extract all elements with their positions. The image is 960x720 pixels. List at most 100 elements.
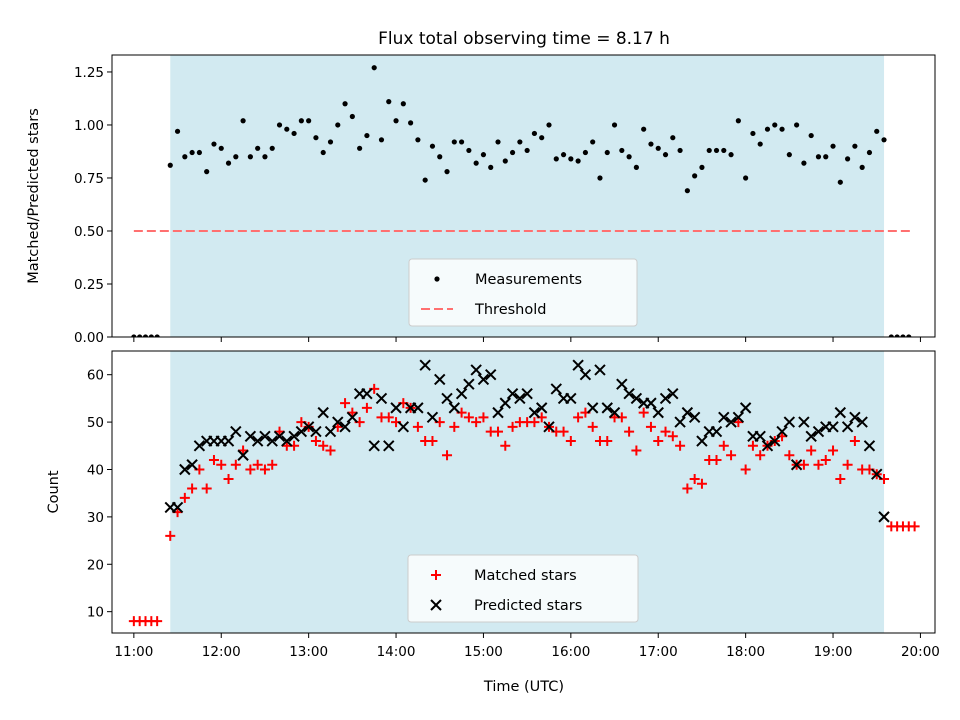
- measurements-point: [735, 118, 741, 124]
- predicted-stars-point: [536, 402, 548, 414]
- matched-stars-point: [201, 483, 212, 494]
- legend-measurements-label: Measurements: [475, 272, 582, 288]
- matched-stars-point: [667, 431, 678, 442]
- legend-box: [408, 258, 638, 327]
- matched-stars-point: [165, 530, 176, 541]
- predicted-stars-point: [798, 416, 810, 428]
- y-tick-label: 10: [87, 605, 104, 621]
- predicted-stars-point: [186, 459, 198, 471]
- measurements-point: [808, 132, 814, 139]
- measurements-point: [517, 139, 523, 145]
- measurements-point: [531, 130, 538, 137]
- measurements-point: [502, 158, 508, 164]
- measurements-point: [262, 154, 268, 160]
- predicted-stars-point: [863, 440, 876, 452]
- legend-predicted-stars-label: Predicted stars: [474, 598, 582, 614]
- predicted-stars-point: [769, 435, 781, 447]
- matched-stars-point: [909, 521, 920, 532]
- measurements-point: [313, 135, 319, 141]
- matched-stars-point: [638, 407, 649, 418]
- predicted-stars-point: [171, 501, 184, 514]
- measurements-point: [874, 128, 880, 134]
- predicted-stars-point: [295, 425, 308, 438]
- predicted-stars-point: [259, 430, 271, 443]
- measurements-point: [626, 154, 632, 160]
- matched-stars-point: [806, 445, 817, 456]
- predicted-stars-point: [521, 387, 533, 400]
- legend-measurements-swatch: [434, 276, 440, 282]
- measurements-point: [662, 152, 669, 158]
- predicted-stars-point: [732, 411, 745, 424]
- x-tick-label: 20:00: [901, 644, 940, 660]
- predicted-stars-point: [463, 378, 475, 390]
- matched-stars-point: [223, 473, 234, 484]
- predicted-stars-point: [645, 397, 657, 409]
- matched-stars-point: [340, 398, 351, 409]
- predicted-stars-point: [288, 430, 300, 443]
- matched-stars-point: [631, 445, 642, 456]
- predicted-stars-point: [572, 359, 584, 371]
- matched-stars-point: [689, 473, 700, 484]
- predicted-stars-point: [434, 373, 446, 386]
- predicted-stars-point: [674, 416, 686, 428]
- measurements-point: [560, 152, 567, 158]
- measurements-point: [167, 162, 173, 168]
- measurements-point: [575, 158, 581, 164]
- matched-stars-point: [675, 440, 686, 451]
- matched-stars-point: [813, 459, 824, 470]
- measurements-point: [240, 118, 246, 124]
- matched-stars-point: [849, 436, 860, 447]
- legend-box: [407, 554, 639, 623]
- predicted-stars-point: [499, 397, 511, 409]
- matched-stars-point: [318, 440, 329, 451]
- y-tick-label: 60: [87, 368, 104, 384]
- matched-stars-point: [624, 426, 635, 437]
- predicted-stars-point: [667, 387, 679, 400]
- matched-stars-point: [179, 492, 190, 503]
- predicted-stars-point: [317, 406, 329, 419]
- measurements-point: [539, 135, 545, 141]
- predicted-stars-point: [455, 387, 468, 400]
- measurements-point: [713, 147, 720, 154]
- matched-stars-point: [442, 450, 453, 461]
- predicted-stars-point: [550, 383, 562, 395]
- measurements-point: [422, 177, 428, 183]
- predicted-stars-point: [222, 435, 235, 447]
- matched-stars-point: [267, 459, 278, 470]
- predicted-stars-point: [739, 402, 752, 414]
- predicted-stars-point: [696, 435, 708, 447]
- predicted-stars-point: [477, 373, 490, 386]
- measurements-point: [619, 147, 625, 154]
- matched-stars-point: [325, 445, 336, 456]
- x-tick-label: 14:00: [377, 644, 416, 660]
- measurements-point: [255, 145, 261, 151]
- predicted-stars-point: [281, 435, 293, 447]
- measurements-point: [597, 175, 603, 181]
- matched-stars-point: [383, 412, 394, 423]
- measurements-point: [750, 130, 756, 137]
- measurements-point: [582, 149, 589, 156]
- measurements-point: [182, 154, 188, 160]
- plot-area: [128, 359, 920, 627]
- measurements-point: [247, 154, 253, 160]
- matched-stars-point: [653, 436, 664, 447]
- predicted-stars-point: [332, 416, 344, 428]
- predicted-stars-point: [506, 387, 519, 400]
- top-y-axis-label: Matched/Predicted stars: [26, 108, 42, 284]
- matched-stars-point: [798, 459, 809, 470]
- matched-stars-point: [573, 412, 584, 423]
- predicted-stars-point: [448, 402, 461, 414]
- predicted-stars-point: [586, 402, 599, 414]
- predicted-stars-point: [179, 463, 191, 476]
- predicted-stars-point: [688, 411, 701, 424]
- measurements-point: [284, 126, 290, 132]
- measurements-point: [568, 156, 574, 162]
- predicted-stars-point: [543, 421, 555, 433]
- predicted-stars-point: [834, 406, 847, 419]
- matched-stars-point: [493, 426, 504, 437]
- axes-frame: [111, 350, 936, 634]
- predicted-stars-point: [324, 425, 337, 438]
- measurements-point: [298, 118, 304, 124]
- matched-stars-point: [208, 455, 219, 466]
- measurements-point: [211, 141, 217, 147]
